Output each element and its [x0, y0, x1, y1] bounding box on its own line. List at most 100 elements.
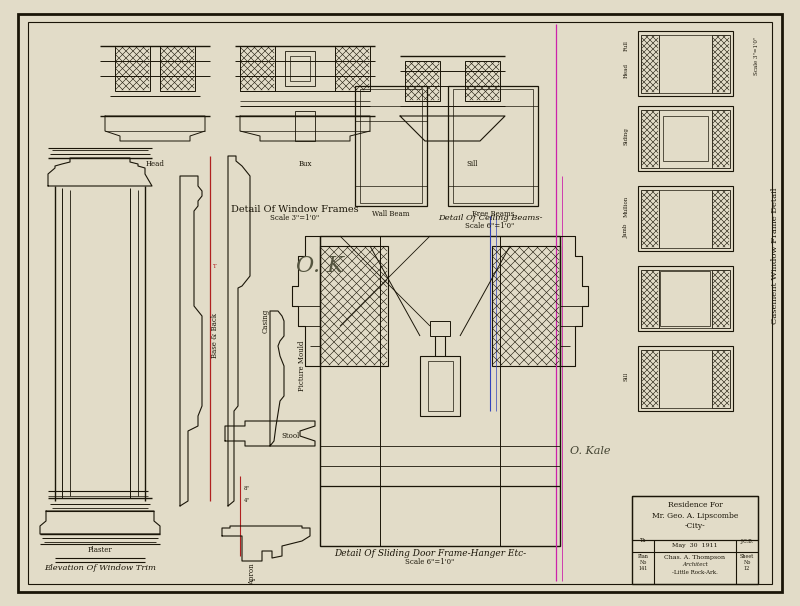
Text: Detail Of Window Frames: Detail Of Window Frames	[231, 204, 359, 213]
Bar	[712, 350, 730, 408]
Text: O. Kale: O. Kale	[570, 446, 610, 456]
Bar	[632, 496, 758, 540]
Text: 141: 141	[638, 567, 648, 571]
Bar	[466, 62, 499, 100]
Text: Casing: Casing	[262, 309, 270, 333]
Bar	[712, 110, 730, 168]
Text: 4": 4"	[244, 498, 250, 502]
Bar	[713, 111, 729, 167]
Bar	[663, 116, 708, 161]
Text: 8": 8"	[244, 485, 250, 490]
Bar	[116, 47, 149, 90]
Bar	[336, 47, 369, 90]
Bar	[405, 61, 440, 101]
Text: Elevation Of Window Trim: Elevation Of Window Trim	[44, 564, 156, 572]
Bar	[642, 111, 658, 167]
Bar	[660, 271, 710, 326]
Bar	[160, 46, 195, 91]
Text: Mullion: Mullion	[623, 195, 629, 216]
Bar	[642, 36, 658, 92]
Text: T: T	[212, 264, 216, 268]
Text: Scale 3"=1'0": Scale 3"=1'0"	[754, 37, 759, 75]
Text: Free Beams: Free Beams	[472, 210, 514, 218]
Text: Sill: Sill	[623, 371, 629, 381]
Bar	[406, 62, 439, 100]
Text: Mr. Geo. A. Lipscombe: Mr. Geo. A. Lipscombe	[652, 512, 738, 520]
Text: Full: Full	[623, 41, 629, 52]
Bar	[712, 35, 730, 93]
Bar	[641, 110, 659, 168]
Bar	[241, 47, 274, 90]
Text: Sheet: Sheet	[740, 553, 754, 559]
Bar	[712, 270, 730, 328]
Bar	[713, 271, 729, 327]
Bar	[638, 31, 733, 96]
Text: Wall Beam: Wall Beam	[372, 210, 410, 218]
Text: Architect: Architect	[682, 562, 708, 567]
Bar	[713, 191, 729, 247]
Text: Base & Back: Base & Back	[211, 313, 219, 359]
Bar	[713, 351, 729, 407]
Text: No: No	[639, 559, 646, 565]
Text: J.C.B.: J.C.B.	[741, 539, 754, 544]
Text: Scale 6"=1'0": Scale 6"=1'0"	[406, 558, 454, 566]
Bar	[642, 351, 658, 407]
Text: Chas. A. Thompson: Chas. A. Thompson	[665, 556, 726, 561]
Text: Residence For: Residence For	[668, 501, 722, 509]
Bar	[320, 236, 560, 546]
Bar	[492, 246, 560, 366]
Text: 12: 12	[744, 567, 750, 571]
Bar	[638, 106, 733, 171]
Bar	[430, 321, 450, 336]
Bar	[641, 350, 659, 408]
Text: Jamb: Jamb	[623, 224, 629, 238]
Bar	[115, 46, 150, 91]
Bar	[290, 56, 310, 81]
Text: May  30  1911: May 30 1911	[672, 544, 718, 548]
Bar	[420, 356, 460, 416]
Text: Plaster: Plaster	[88, 546, 112, 554]
Text: Head: Head	[146, 160, 165, 168]
Text: Scale 3"=1'0": Scale 3"=1'0"	[270, 214, 320, 222]
Bar	[638, 186, 733, 251]
Bar	[240, 46, 275, 91]
Bar	[713, 36, 729, 92]
Text: Detail Of Sliding Door Frame-Hanger Etc-: Detail Of Sliding Door Frame-Hanger Etc-	[334, 550, 526, 559]
Bar	[712, 190, 730, 248]
Text: Picture Mould: Picture Mould	[298, 341, 306, 391]
Bar	[641, 35, 659, 93]
Bar	[321, 247, 387, 365]
Text: Stool: Stool	[281, 432, 299, 440]
Text: -City-: -City-	[685, 522, 706, 530]
Bar	[453, 89, 533, 203]
Bar	[642, 191, 658, 247]
Text: Apron: Apron	[248, 563, 256, 585]
Bar	[428, 361, 453, 411]
Bar	[641, 190, 659, 248]
Text: O. K: O. K	[296, 255, 344, 277]
Text: Head: Head	[623, 64, 629, 79]
Text: Scale 6"=1'0": Scale 6"=1'0"	[466, 222, 514, 230]
Bar	[448, 86, 538, 206]
Bar	[465, 61, 500, 101]
Bar	[632, 496, 758, 584]
Bar	[638, 266, 733, 331]
Text: Plan: Plan	[638, 553, 649, 559]
Text: Detail Of Ceiling Beams-: Detail Of Ceiling Beams-	[438, 214, 542, 222]
Bar	[285, 51, 315, 86]
Bar	[638, 346, 733, 411]
Text: Bux: Bux	[298, 160, 312, 168]
Bar	[335, 46, 370, 91]
Text: Siding: Siding	[623, 127, 629, 145]
Text: Sill: Sill	[466, 160, 478, 168]
Bar	[161, 47, 194, 90]
Bar	[493, 247, 559, 365]
Text: Casement Window Frame Detail: Casement Window Frame Detail	[771, 188, 779, 324]
Bar	[355, 86, 427, 206]
Text: No: No	[743, 559, 750, 565]
Bar	[642, 271, 658, 327]
Text: Th: Th	[640, 539, 646, 544]
Bar	[360, 89, 422, 203]
Bar	[320, 246, 388, 366]
Bar	[295, 111, 315, 141]
